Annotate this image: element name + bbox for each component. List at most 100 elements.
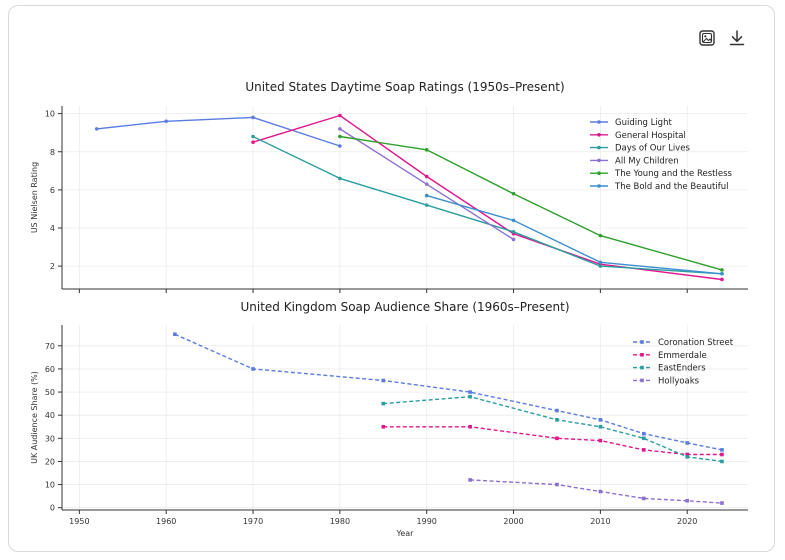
data-point [641,436,646,441]
y-tick-label: 60 [45,365,55,374]
legend-marker [640,340,644,344]
legend-label: Hollyoaks [658,376,700,386]
chart-title: United States Daytime Soap Ratings (1950… [245,80,564,94]
data-point [424,203,429,207]
y-tick-label: 10 [45,110,55,119]
y-tick-label: 30 [45,434,55,443]
legend-label: The Young and the Restless [614,169,733,179]
data-point [338,113,342,118]
y-tick-label: 2 [50,262,55,271]
x-tick-label: 1990 [417,517,437,526]
data-point [720,452,724,457]
y-tick-label: 50 [45,388,55,397]
download-icon-glyph [729,30,745,46]
data-point [641,431,646,436]
data-point [511,230,516,234]
data-point [511,218,516,223]
data-point [468,394,472,399]
legend-label: Coronation Street [658,338,734,348]
y-tick-label: 4 [50,224,55,233]
data-point [720,268,724,272]
data-point [720,277,724,282]
data-point [511,237,516,242]
data-point [381,424,386,429]
data-point [598,489,603,494]
data-point [338,176,342,181]
data-point [720,459,724,464]
data-point [555,408,559,413]
data-point [381,378,386,383]
data-point [468,390,472,394]
legend-label: EastEnders [658,364,706,374]
x-tick-label: 1960 [156,517,176,526]
series-line-2 [252,135,722,275]
legend-marker [640,378,644,383]
x-tick-label: 1980 [330,517,350,526]
image-icon[interactable] [697,28,717,48]
legend: Coronation Street Emmerdale EastEnders Holl… [633,338,734,386]
download-icon[interactable] [727,28,747,48]
data-point [598,418,603,422]
y-tick-label: 20 [45,457,55,466]
data-point [598,438,603,443]
data-point [338,134,342,139]
data-point [251,140,255,145]
data-point [685,452,690,457]
x-tick-label: 2020 [677,517,697,526]
legend-label: All My Children [615,156,679,166]
x-axis-label: Year [396,529,415,538]
data-point [251,367,255,371]
legend-marker [597,120,601,124]
series-line-0 [96,116,341,147]
data-point [598,264,603,268]
series-line-3 [470,479,722,504]
legend-label: Days of Our Lives [615,144,690,154]
chart-title: United Kingdom Soap Audience Share (1960… [240,300,569,314]
data-point [468,424,472,429]
data-point [685,498,690,503]
legend-label: Emmerdale [658,351,707,361]
data-point [468,478,472,482]
data-point [164,119,169,124]
legend-marker [640,353,644,357]
legend-marker [597,133,601,137]
data-point [555,418,559,422]
x-tick-label: 1970 [243,517,263,526]
y-tick-label: 70 [45,342,55,351]
y-tick-label: 8 [50,148,55,157]
x-tick-label: 2010 [590,517,610,526]
data-point [511,191,516,196]
data-point [685,441,690,445]
data-point [641,496,646,501]
data-point [555,436,559,441]
y-tick-label: 10 [45,481,55,490]
chart-1: 1950 1960 1970 1980 1990 2000 2010 2020 0 10 20 30 4… [30,300,748,538]
data-point [338,127,342,131]
data-point [424,148,429,152]
data-point [94,127,99,131]
data-point [173,332,177,337]
data-point [720,271,724,276]
image-icon-glyph [699,30,715,46]
data-point [720,448,724,452]
series-line-2 [383,396,722,463]
legend-label: General Hospital [615,131,686,141]
legend-label: The Bold and the Beautiful [614,182,728,192]
legend: Guiding Light General Hospital Days of Our… [590,118,733,192]
legend-marker [597,171,601,175]
data-point [424,182,429,186]
data-point [251,115,255,120]
legend-marker [597,184,601,188]
data-point [424,193,429,198]
data-point [555,482,559,487]
legend-label: Guiding Light [615,118,672,128]
y-tick-label: 40 [45,411,55,420]
chart-0: 2 4 6 8 10 United States Daytime Soap Ratings… [30,80,748,293]
data-point [598,233,603,238]
y-axis-label: US Nielsen Rating [30,162,39,233]
legend-marker [597,158,601,163]
data-point [641,448,646,452]
data-point [598,260,603,265]
data-point [381,401,386,406]
